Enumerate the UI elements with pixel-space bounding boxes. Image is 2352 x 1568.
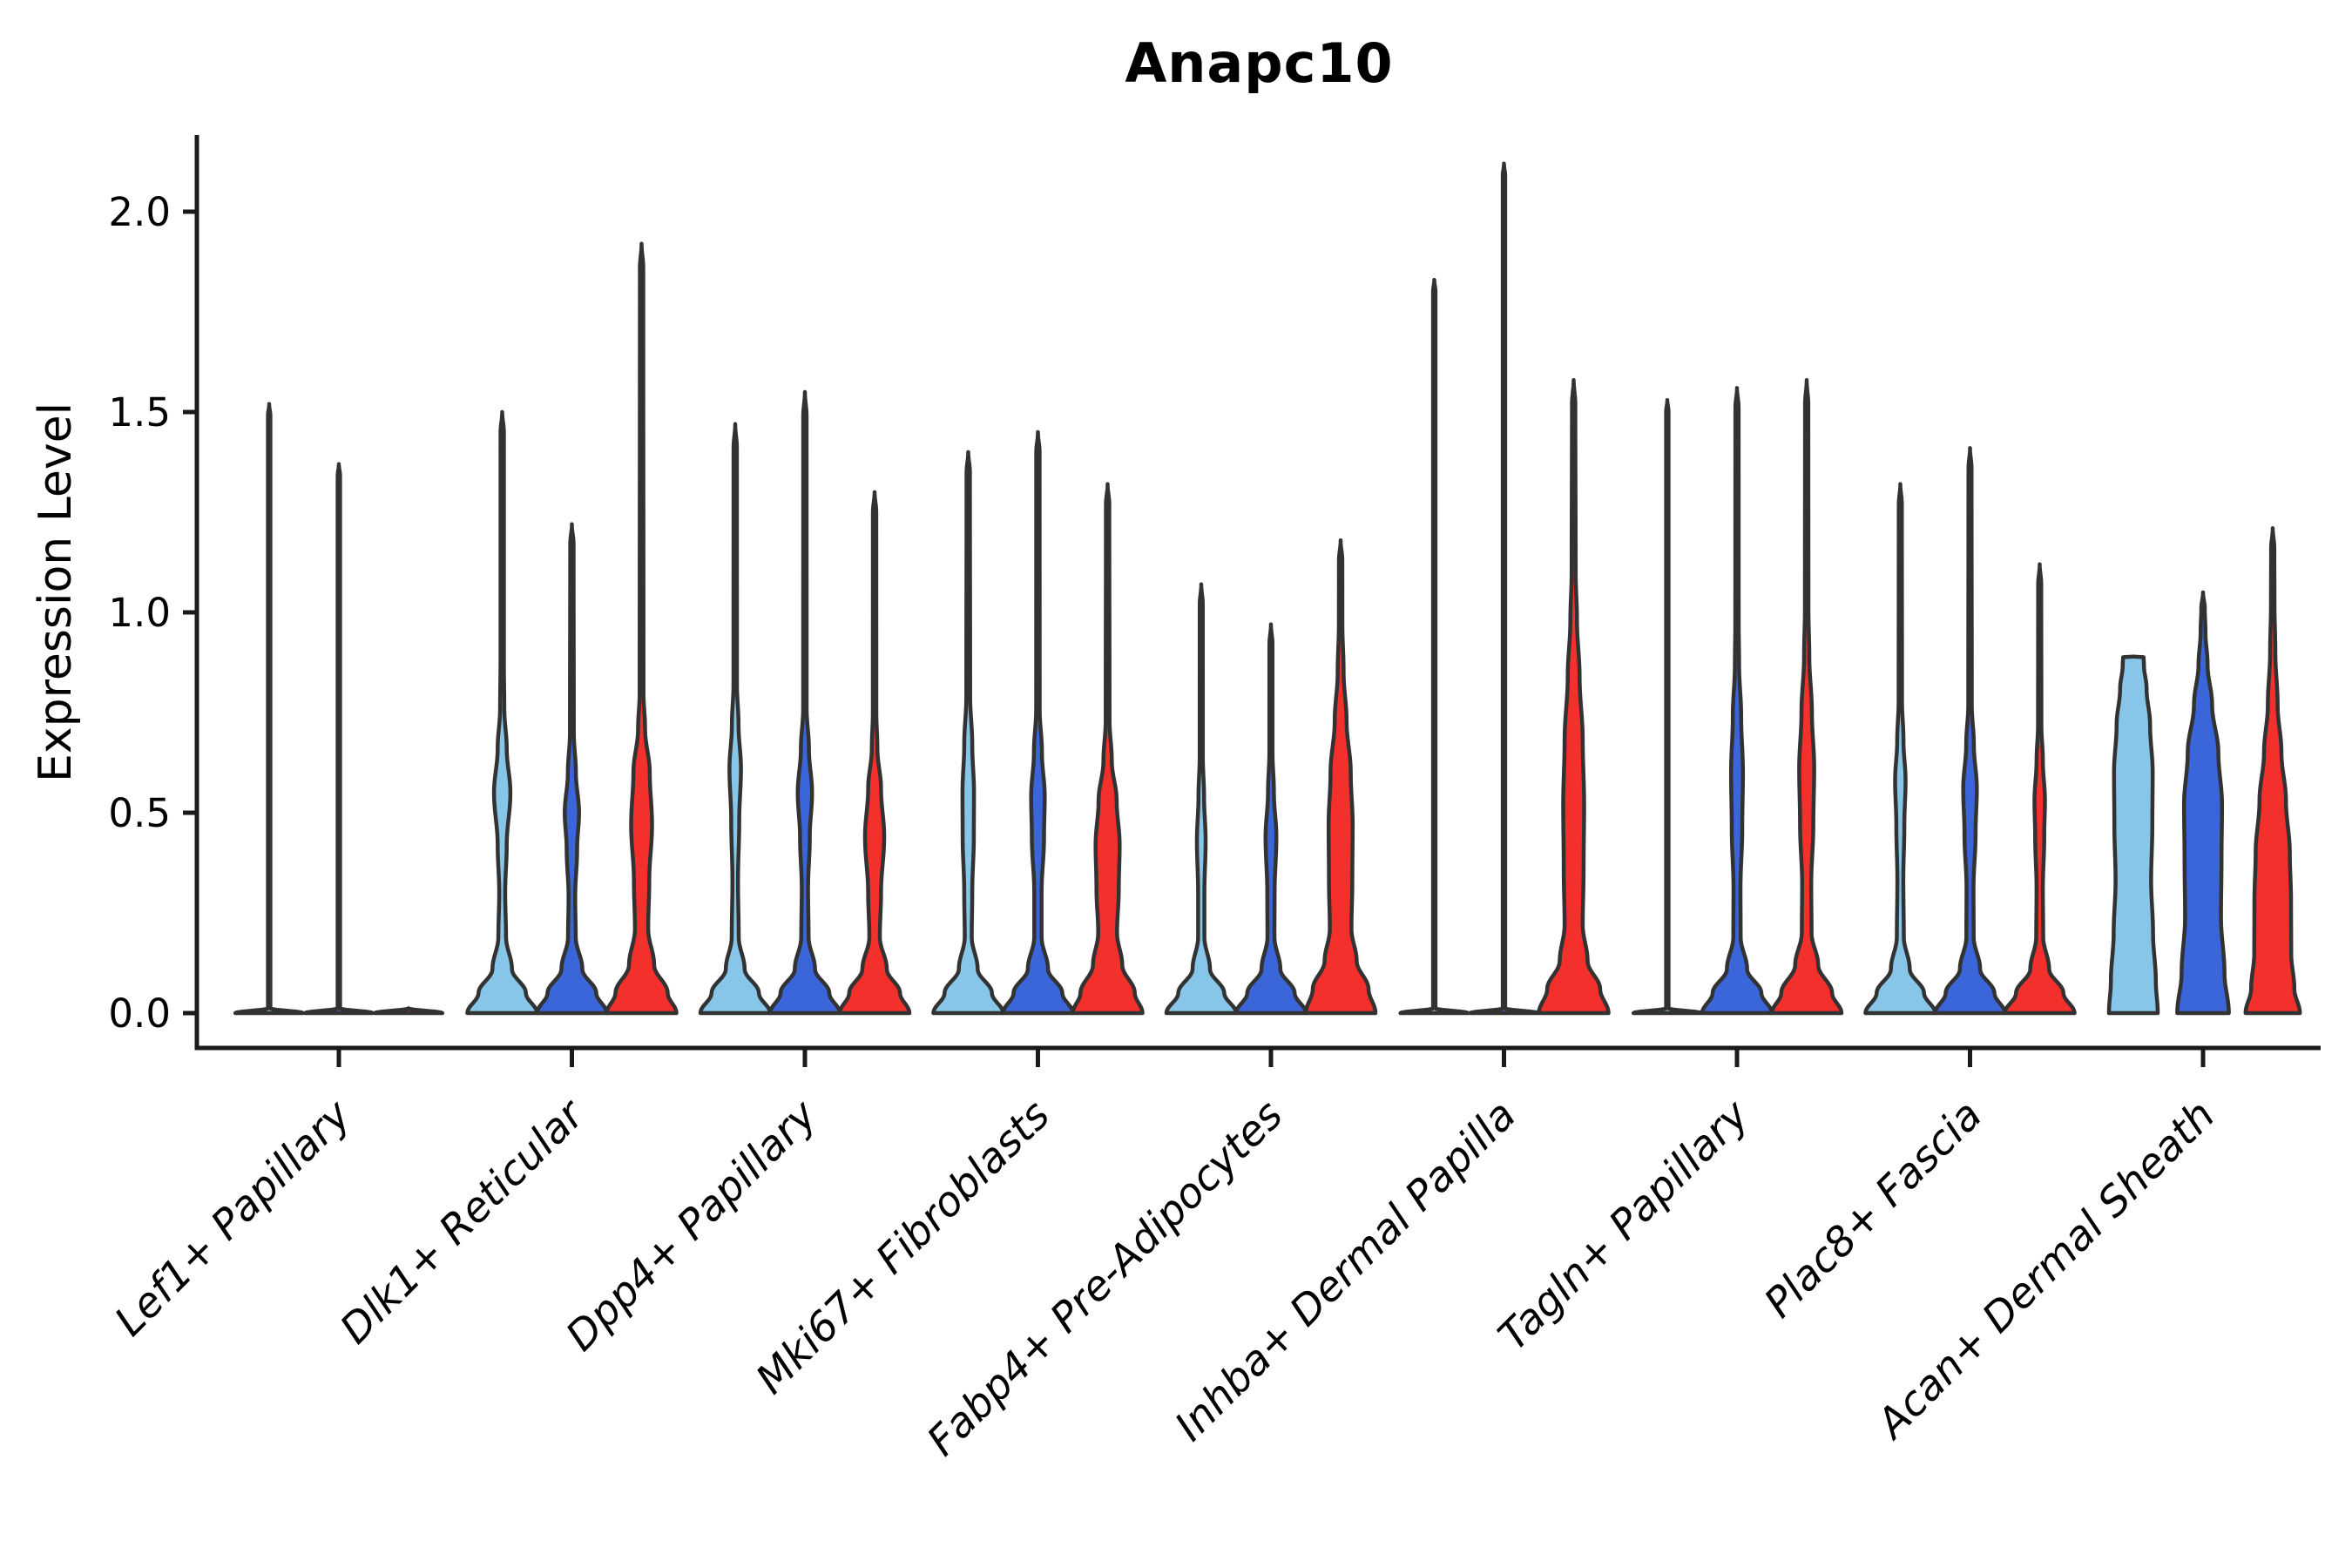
violin (372, 1006, 445, 1016)
chart-title: Anapc10 (1125, 31, 1394, 95)
x-tick-label: Lef1+ Papillary (105, 1091, 361, 1346)
violin (1398, 277, 1470, 1016)
x-tick-label: Dlk1+ Reticular (331, 1090, 595, 1354)
violin (1303, 537, 1378, 1016)
x-tick-label: Dpp4+ Papillary (557, 1091, 827, 1361)
y-tick-label: 0.5 (108, 790, 171, 836)
violin (1700, 386, 1774, 1016)
violin (767, 389, 842, 1016)
y-tick-label: 1.5 (108, 389, 171, 436)
violin (1769, 377, 1844, 1016)
violin (1537, 377, 1611, 1016)
violin (233, 402, 306, 1016)
violin-group (465, 241, 679, 1016)
violin (1071, 482, 1145, 1016)
y-axis-label: Expression Level (30, 402, 82, 783)
violin (605, 241, 679, 1016)
violin-group (1631, 377, 1844, 1016)
violin (1863, 482, 1937, 1016)
violin (2243, 526, 2302, 1016)
violin (1001, 429, 1075, 1016)
violin (302, 462, 375, 1016)
violin (931, 449, 1005, 1016)
violin (535, 522, 609, 1016)
violin-group (1398, 161, 1611, 1016)
violin (837, 490, 912, 1016)
violin (1631, 397, 1704, 1016)
violin (2106, 654, 2160, 1016)
violin (1933, 446, 2007, 1016)
violin (2003, 562, 2077, 1016)
violin (1164, 582, 1239, 1016)
y-tick-label: 2.0 (108, 189, 171, 235)
y-tick-label: 0.0 (108, 990, 171, 1037)
violin (1233, 622, 1308, 1016)
y-tick-label: 1.0 (108, 590, 171, 636)
violin-group (698, 389, 912, 1016)
violin-group (1863, 446, 2077, 1016)
x-tick-label: Tagln+ Papillary (1490, 1091, 1760, 1361)
violin (1468, 161, 1540, 1016)
violin-group (1164, 537, 1378, 1016)
x-tick-label: Plac8+ Fascia (1755, 1092, 1991, 1328)
violin (465, 409, 539, 1016)
violin (698, 422, 773, 1016)
violin-group (2106, 526, 2302, 1016)
violin (2175, 590, 2231, 1016)
violin-group (931, 429, 1145, 1016)
violin-group (233, 402, 445, 1016)
